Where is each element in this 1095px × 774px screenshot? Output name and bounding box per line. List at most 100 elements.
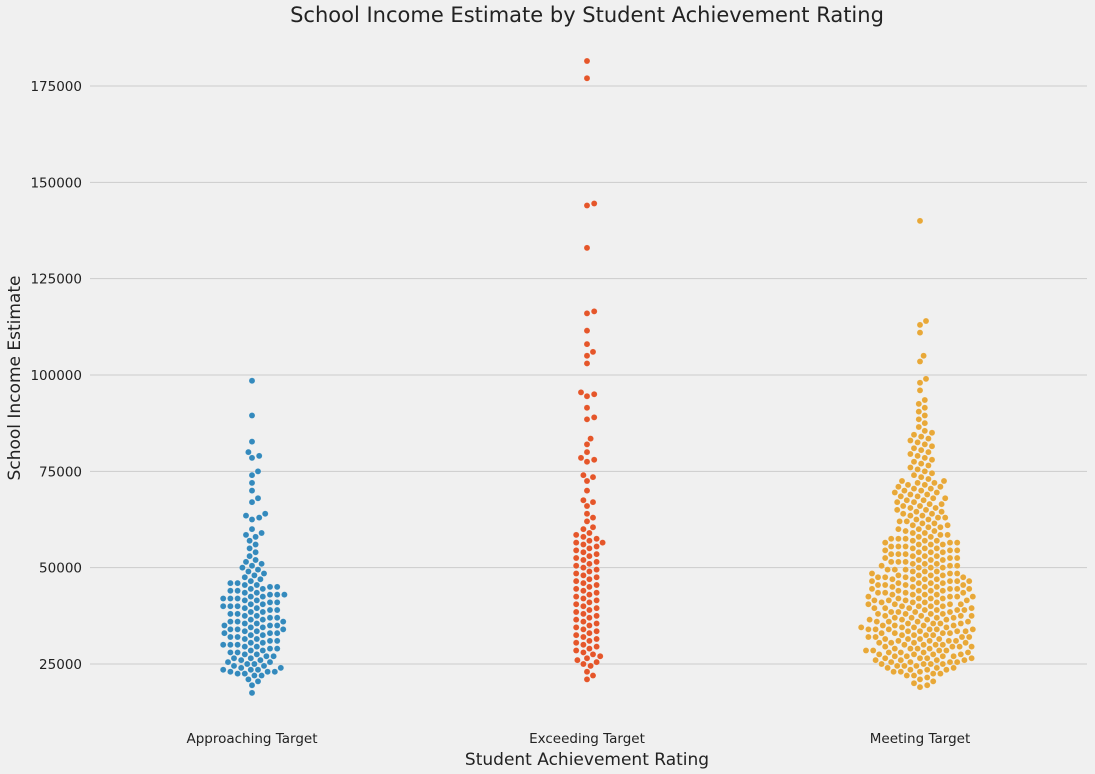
data-point xyxy=(905,621,911,627)
data-point xyxy=(584,669,590,675)
data-point xyxy=(918,434,924,440)
data-point xyxy=(873,657,879,663)
data-point xyxy=(882,555,888,561)
data-point xyxy=(947,609,953,615)
data-point xyxy=(899,632,905,638)
data-point xyxy=(923,376,929,382)
data-point xyxy=(249,472,255,478)
data-point xyxy=(584,202,590,208)
data-point xyxy=(889,592,895,598)
data-point xyxy=(882,605,888,611)
data-point xyxy=(901,663,907,669)
data-point xyxy=(958,651,964,657)
data-point xyxy=(934,538,940,544)
x-tick-label: Exceeding Target xyxy=(529,731,645,747)
data-point xyxy=(918,613,924,619)
data-point xyxy=(231,655,237,661)
data-point xyxy=(915,480,921,486)
data-point xyxy=(891,669,897,675)
data-point xyxy=(940,588,946,594)
data-point xyxy=(247,553,253,559)
data-point xyxy=(278,665,284,671)
data-point xyxy=(260,648,266,654)
data-point xyxy=(573,632,579,638)
data-point xyxy=(580,642,586,648)
data-point xyxy=(594,636,600,642)
data-point xyxy=(235,634,241,640)
data-point xyxy=(916,549,922,555)
data-point xyxy=(584,245,590,251)
data-point xyxy=(274,584,280,590)
data-point xyxy=(249,690,255,696)
data-point xyxy=(274,592,280,598)
data-point xyxy=(584,478,590,484)
data-point xyxy=(586,538,592,544)
data-point xyxy=(220,603,226,609)
data-point xyxy=(573,532,579,538)
data-point xyxy=(934,607,940,613)
data-point xyxy=(965,649,971,655)
data-point xyxy=(235,626,241,632)
data-point xyxy=(235,603,241,609)
data-point xyxy=(586,630,592,636)
y-tick-label: 75000 xyxy=(39,464,82,480)
data-point xyxy=(573,601,579,607)
data-point xyxy=(925,524,931,530)
data-point xyxy=(940,611,946,617)
data-point xyxy=(586,615,592,621)
data-point xyxy=(245,449,251,455)
data-point xyxy=(933,505,939,511)
data-point xyxy=(594,567,600,573)
data-point xyxy=(898,657,904,663)
data-point xyxy=(594,605,600,611)
data-point xyxy=(934,592,940,598)
data-point xyxy=(899,478,905,484)
data-point xyxy=(907,646,913,652)
data-point xyxy=(895,526,901,532)
data-point xyxy=(584,449,590,455)
data-point xyxy=(917,359,923,365)
data-point xyxy=(272,669,278,675)
data-point xyxy=(928,557,934,563)
data-point xyxy=(933,642,939,648)
data-point xyxy=(969,605,975,611)
data-point xyxy=(915,453,921,459)
data-point xyxy=(580,580,586,586)
data-point xyxy=(925,449,931,455)
data-point xyxy=(903,582,909,588)
data-point xyxy=(865,626,871,632)
data-point xyxy=(580,626,586,632)
data-point xyxy=(925,436,931,442)
data-point xyxy=(590,651,596,657)
data-point xyxy=(966,586,972,592)
data-point xyxy=(257,576,263,582)
data-point xyxy=(937,671,943,677)
data-point xyxy=(227,603,233,609)
data-point xyxy=(260,640,266,646)
data-point xyxy=(924,491,930,497)
data-point xyxy=(969,644,975,650)
data-point xyxy=(910,538,916,544)
data-point xyxy=(927,646,933,652)
data-point xyxy=(892,490,898,496)
data-point xyxy=(242,582,248,588)
data-point xyxy=(865,634,871,640)
data-point xyxy=(244,661,250,667)
data-point xyxy=(892,630,898,636)
data-point xyxy=(910,592,916,598)
data-point xyxy=(262,511,268,517)
y-tick-label: 50000 xyxy=(39,561,82,577)
data-point xyxy=(247,545,253,551)
chart-title: School Income Estimate by Student Achiev… xyxy=(290,3,884,27)
data-point xyxy=(235,642,241,648)
data-point xyxy=(927,501,933,507)
data-point xyxy=(584,518,590,524)
data-point xyxy=(261,570,267,576)
data-point xyxy=(927,638,933,644)
data-point xyxy=(943,617,949,623)
data-point xyxy=(227,595,233,601)
data-point xyxy=(917,503,923,509)
data-point xyxy=(249,488,255,494)
data-point xyxy=(921,661,927,667)
data-point xyxy=(899,624,905,630)
